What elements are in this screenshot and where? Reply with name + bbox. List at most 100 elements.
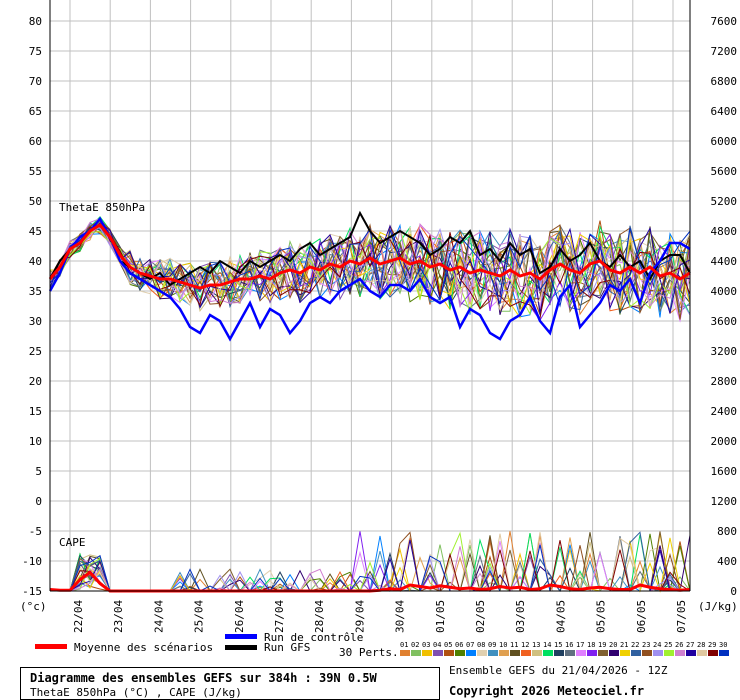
- x-tick-label: 07/05: [675, 600, 688, 633]
- pert-label: 09: [488, 641, 496, 649]
- gfs-thetae-line: [49, 210, 691, 287]
- pert-thetae-line-29: [49, 226, 691, 320]
- left-tick-label: 45: [29, 225, 42, 238]
- pert-thetae-line-24: [49, 226, 691, 316]
- x-tick-label: 29/04: [353, 600, 366, 633]
- pert-label: 17: [576, 641, 584, 649]
- pert-swatch-28: [697, 650, 707, 656]
- legend-control-label: Run de contrôle: [264, 631, 363, 644]
- x-tick-label: 26/04: [233, 600, 246, 633]
- pert-label: 22: [631, 641, 639, 649]
- x-tick-label: 06/05: [635, 600, 648, 633]
- pert-label: 21: [620, 641, 628, 649]
- pert-swatch-07: [466, 650, 476, 656]
- right-tick-label: 3200: [711, 345, 738, 358]
- pert-swatch-27: [686, 650, 696, 656]
- left-tick-label: 60: [29, 135, 42, 148]
- chart-title: Diagramme des ensembles GEFS sur 384h : …: [30, 671, 377, 685]
- left-tick-label: 80: [29, 15, 42, 28]
- pert-swatch-24: [653, 650, 663, 656]
- left-tick-label: -15: [22, 585, 42, 598]
- pert-label: 10: [499, 641, 507, 649]
- pert-cape-line-21: [50, 537, 691, 593]
- right-tick-label: 1200: [711, 495, 738, 508]
- thetae-panel-label: ThetaE 850hPa: [59, 201, 145, 214]
- run-info: Ensemble GEFS du 21/04/2026 - 12Z: [449, 664, 668, 677]
- pert-swatch-25: [664, 650, 674, 656]
- pert-label: 05: [444, 641, 452, 649]
- pert-label: 12: [521, 641, 529, 649]
- pert-swatch-02: [411, 650, 421, 656]
- legend-perts-label: 30 Perts.: [339, 646, 399, 659]
- pert-label: 07: [466, 641, 474, 649]
- pert-swatch-19: [598, 650, 608, 656]
- cape-panel-label: CAPE: [59, 536, 86, 549]
- pert-cape-line-13: [50, 541, 690, 592]
- pert-label: 15: [554, 641, 562, 649]
- right-tick-label: 4800: [711, 225, 738, 238]
- legend-mean-swatch: [35, 644, 67, 649]
- left-tick-label: 55: [29, 165, 42, 178]
- left-tick-label: 75: [29, 45, 42, 58]
- right-tick-label: 3600: [711, 315, 738, 328]
- left-tick-label: -10: [22, 555, 42, 568]
- pert-swatch-12: [521, 650, 531, 656]
- pert-label: 02: [411, 641, 419, 649]
- pert-swatch-26: [675, 650, 685, 656]
- pert-label: 19: [598, 641, 606, 649]
- left-tick-label: 50: [29, 195, 42, 208]
- right-tick-label: 2800: [711, 375, 738, 388]
- legend-gfs-swatch: [225, 645, 257, 650]
- right-axis-unit: (J/kg): [698, 600, 738, 613]
- pert-label: 04: [433, 641, 441, 649]
- x-tick-label: 03/05: [514, 600, 527, 633]
- pert-swatch-04: [433, 650, 443, 656]
- pert-swatch-15: [554, 650, 564, 656]
- pert-label: 14: [543, 641, 551, 649]
- pert-label: 20: [609, 641, 617, 649]
- right-tick-label: 5200: [711, 195, 738, 208]
- right-tick-label: 6400: [711, 105, 738, 118]
- copyright: Copyright 2026 Meteociel.fr: [449, 684, 645, 698]
- pert-label: 13: [532, 641, 540, 649]
- pert-label: 26: [675, 641, 683, 649]
- left-tick-label: 35: [29, 285, 42, 298]
- right-tick-label: 2400: [711, 405, 738, 418]
- x-tick-label: 25/04: [193, 600, 206, 633]
- left-tick-label: 30: [29, 315, 42, 328]
- x-tick-label: 01/05: [434, 600, 447, 633]
- pert-label: 18: [587, 641, 595, 649]
- left-tick-label: 15: [29, 405, 42, 418]
- mean-thetae-line: [48, 223, 691, 290]
- pert-cape-line-12: [50, 538, 690, 593]
- left-tick-label: 0: [35, 495, 42, 508]
- pert-swatch-11: [510, 650, 520, 656]
- pert-thetae-line-12: [49, 224, 691, 312]
- pert-label: 30: [719, 641, 727, 649]
- right-tick-label: 400: [717, 555, 737, 568]
- pert-swatch-23: [642, 650, 652, 656]
- x-tick-label: 23/04: [112, 600, 125, 633]
- pert-label: 25: [664, 641, 672, 649]
- pert-thetae-line-25: [49, 228, 691, 316]
- x-tick-label: 28/04: [313, 600, 326, 633]
- pert-swatch-20: [609, 650, 619, 656]
- legend-gfs-label: Run GFS: [264, 641, 310, 654]
- left-tick-label: 10: [29, 435, 42, 448]
- left-axis-unit: (°c): [20, 600, 47, 613]
- control-thetae-line: [48, 216, 691, 342]
- right-tick-label: 4400: [711, 255, 738, 268]
- pert-swatch-01: [400, 650, 410, 656]
- right-tick-label: 5600: [711, 165, 738, 178]
- left-tick-label: 70: [29, 75, 42, 88]
- left-tick-label: 65: [29, 105, 42, 118]
- x-tick-label: 30/04: [394, 600, 407, 633]
- pert-label: 06: [455, 641, 463, 649]
- pert-label: 24: [653, 641, 661, 649]
- x-tick-label: 04/05: [554, 600, 567, 633]
- x-tick-label: 27/04: [273, 600, 286, 633]
- pert-thetae-line-16: [49, 223, 691, 312]
